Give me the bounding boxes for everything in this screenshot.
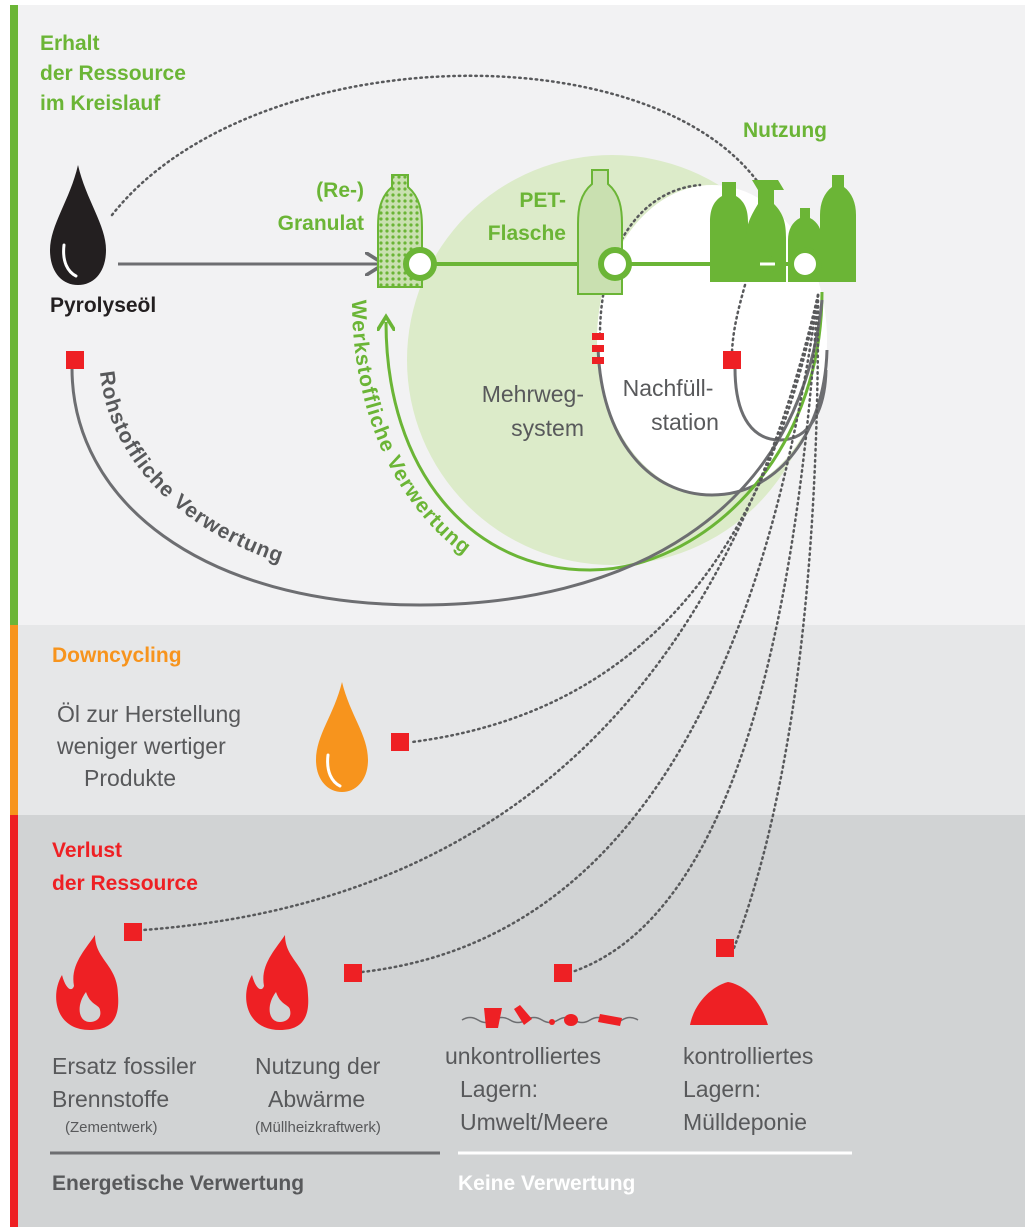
section-bg: [10, 815, 1025, 1227]
nodes: [403, 247, 822, 281]
marker: [66, 333, 741, 982]
highlight: [62, 243, 78, 278]
section-bar: [10, 625, 18, 815]
loss-note: (Zementwerk): [65, 1119, 158, 1136]
loss-text: Nutzung der Abwärme: [255, 1053, 381, 1112]
landfill: [690, 982, 768, 1025]
downcycling-text: Öl zur Herstellung weniger wertiger Produk…: [56, 701, 241, 791]
flame-cores: [79, 992, 291, 1022]
node-label: (Re-) Granulat: [278, 179, 364, 235]
node-label: Pyrolyseöl: [50, 294, 156, 317]
loss-text: unkontrolliertes Lagern: Umwelt/Meere: [445, 1043, 608, 1135]
dotted-line: [730, 283, 747, 354]
material-recycling-arrow: [386, 291, 824, 572]
flames: [56, 935, 309, 1030]
group-label: Keine Verwertung: [458, 1172, 635, 1195]
loss-lines: [141, 293, 820, 974]
node-label: Mehrweg-system: [482, 381, 584, 441]
section-title: Erhalt der Ressource im Kreislauf: [40, 32, 186, 115]
section-bar: [10, 815, 18, 1227]
litter: [484, 1005, 622, 1028]
highlight: [326, 753, 342, 788]
loss-text: kontrolliertes Lagern: Mülldeponie: [683, 1043, 813, 1135]
section-title: Downcycling: [52, 644, 182, 667]
dotted-line: [598, 183, 702, 337]
section-bg: [10, 625, 1025, 815]
node-label: Nachfüll-station: [623, 375, 719, 435]
feedstock-recycling-arrow: [70, 299, 824, 607]
section-title: Verlust der Ressource: [52, 839, 198, 895]
group-label: Energetische Verwertung: [52, 1172, 304, 1195]
section-bar: [10, 5, 18, 625]
node-label: PET-Flasche: [488, 189, 566, 245]
loss-note: (Müllheizkraftwerk): [255, 1119, 381, 1136]
node-label: Nutzung: [743, 119, 827, 142]
loss-text: Ersatz fossiler Brennstoffe: [52, 1053, 197, 1112]
dotted-line: [110, 74, 762, 217]
